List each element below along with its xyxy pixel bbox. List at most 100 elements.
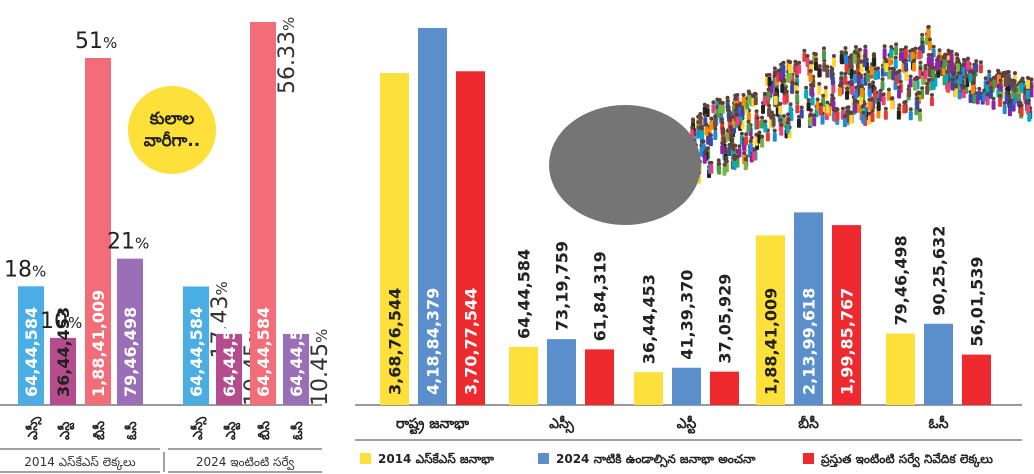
crowd-head-mark [732, 153, 737, 158]
crowd-head-mark [788, 60, 793, 65]
crowd-person-mark [926, 29, 931, 39]
crowd-person-mark [931, 69, 936, 79]
crowd-head-mark [815, 97, 820, 102]
crowd-person-mark [845, 90, 850, 100]
crowd-person-mark [825, 104, 830, 114]
crowd-person-mark [1002, 104, 1007, 114]
legend-label-2: ప్రస్తుత ఇంటింటి సర్వే నివేదిక లెక్కలు [821, 452, 993, 468]
crowd-person-mark [747, 95, 752, 105]
crowd-head-mark [843, 71, 848, 76]
crowd-person-mark [1009, 102, 1014, 112]
crowd-person-mark [767, 107, 772, 117]
crowd-person-mark [950, 81, 955, 91]
crowd-head-mark [908, 107, 913, 112]
crowd-head-mark [778, 117, 783, 122]
crowd-head-mark [1026, 100, 1031, 105]
legend-swatch-1 [538, 453, 549, 464]
crowd-head-mark [729, 134, 734, 139]
crowd-person-mark [741, 96, 746, 106]
crowd-person-mark [961, 66, 966, 76]
crowd-head-mark [741, 92, 746, 97]
crowd-head-mark [950, 77, 955, 82]
crowd-head-mark [918, 66, 923, 71]
crowd-person-mark [808, 73, 813, 83]
crowd-head-mark [898, 79, 903, 84]
p1-category-label-0: ఎస్సీ [25, 416, 42, 440]
crowd-person-mark [856, 75, 861, 85]
crowd-head-mark [883, 106, 888, 111]
crowd-head-mark [998, 78, 1003, 83]
crowd-head-mark [726, 105, 731, 110]
crowd-person-mark [988, 89, 993, 99]
crowd-head-mark [840, 106, 845, 111]
crowd-head-mark [977, 86, 982, 91]
crowd-head-mark [899, 48, 904, 53]
crowd-head-mark [780, 79, 785, 84]
crowd-person-mark [844, 62, 849, 72]
crowd-head-mark [742, 151, 747, 156]
crowd-head-mark [743, 157, 748, 162]
crowd-head-mark [732, 156, 737, 161]
crowd-head-mark [983, 76, 988, 81]
crowd-person-mark [876, 102, 881, 112]
p1-percent-label-1: 10% [40, 309, 82, 334]
crowd-person-mark [872, 57, 877, 67]
crowd-person-mark [1019, 82, 1024, 92]
crowd-person-mark [1025, 79, 1030, 89]
right-category-label-4: ఓసీ [928, 415, 948, 432]
crowd-head-mark [805, 54, 810, 59]
crowd-head-mark [730, 115, 735, 120]
crowd-person-mark [720, 105, 725, 115]
crowd-head-mark [856, 71, 861, 76]
crowd-head-mark [720, 120, 725, 125]
legend-swatch-2 [803, 453, 814, 464]
crowd-head-mark [778, 101, 783, 106]
crowd-head-mark [886, 87, 891, 92]
crowd-head-mark [726, 108, 731, 113]
crowd-head-mark [835, 107, 840, 112]
crowd-head-mark [716, 158, 721, 163]
crowd-person-mark [991, 100, 996, 110]
crowd-person-mark [894, 75, 899, 85]
crowd-person-mark [790, 84, 795, 94]
crowd-head-mark [953, 84, 958, 89]
crowd-head-mark [786, 117, 791, 122]
crowd-person-mark [752, 151, 757, 161]
crowd-person-mark [856, 58, 861, 68]
crowd-head-mark [856, 54, 861, 59]
crowd-head-mark [720, 101, 725, 106]
crowd-person-mark [831, 100, 836, 110]
crowd-head-mark [925, 81, 930, 86]
p1-value-label-1: 36,44,453 [54, 307, 73, 397]
panel1-caption: 2014 ఎస్‌కేఎస్ లెక్కలు [24, 455, 135, 471]
crowd-person-mark [799, 109, 804, 119]
crowd-person-mark [784, 93, 789, 103]
crowd-head-mark [861, 110, 866, 115]
crowd-person-mark [717, 165, 722, 175]
crowd-head-mark [784, 89, 789, 94]
p2-category-label-0: ఎస్సీ [190, 416, 207, 440]
crowd-head-mark [735, 154, 740, 159]
crowd-head-mark [897, 103, 902, 108]
crowd-head-mark [904, 58, 909, 63]
crowd-person-mark [884, 63, 889, 73]
crowd-person-mark [779, 126, 784, 136]
crowd-head-mark [831, 54, 836, 59]
p2-bar-3 [283, 333, 309, 405]
crowd-head-mark [825, 64, 830, 69]
p2-bar-2 [250, 22, 276, 405]
group2-series2-value-label: 37,05,929 [716, 274, 735, 364]
crowd-head-mark [850, 81, 855, 86]
crowd-person-mark [765, 132, 770, 142]
crowd-person-mark [753, 96, 758, 106]
p1-bar-0 [18, 286, 44, 405]
crowd-head-mark [722, 162, 727, 167]
crowd-person-mark [904, 62, 909, 72]
crowd-head-mark [910, 47, 915, 52]
crowd-head-mark [701, 139, 706, 144]
crowd-head-mark [942, 55, 947, 60]
crowd-head-mark [748, 139, 753, 144]
crowd-head-mark [839, 76, 844, 81]
crowd-head-mark [734, 103, 739, 108]
crowd-head-mark [731, 144, 736, 149]
